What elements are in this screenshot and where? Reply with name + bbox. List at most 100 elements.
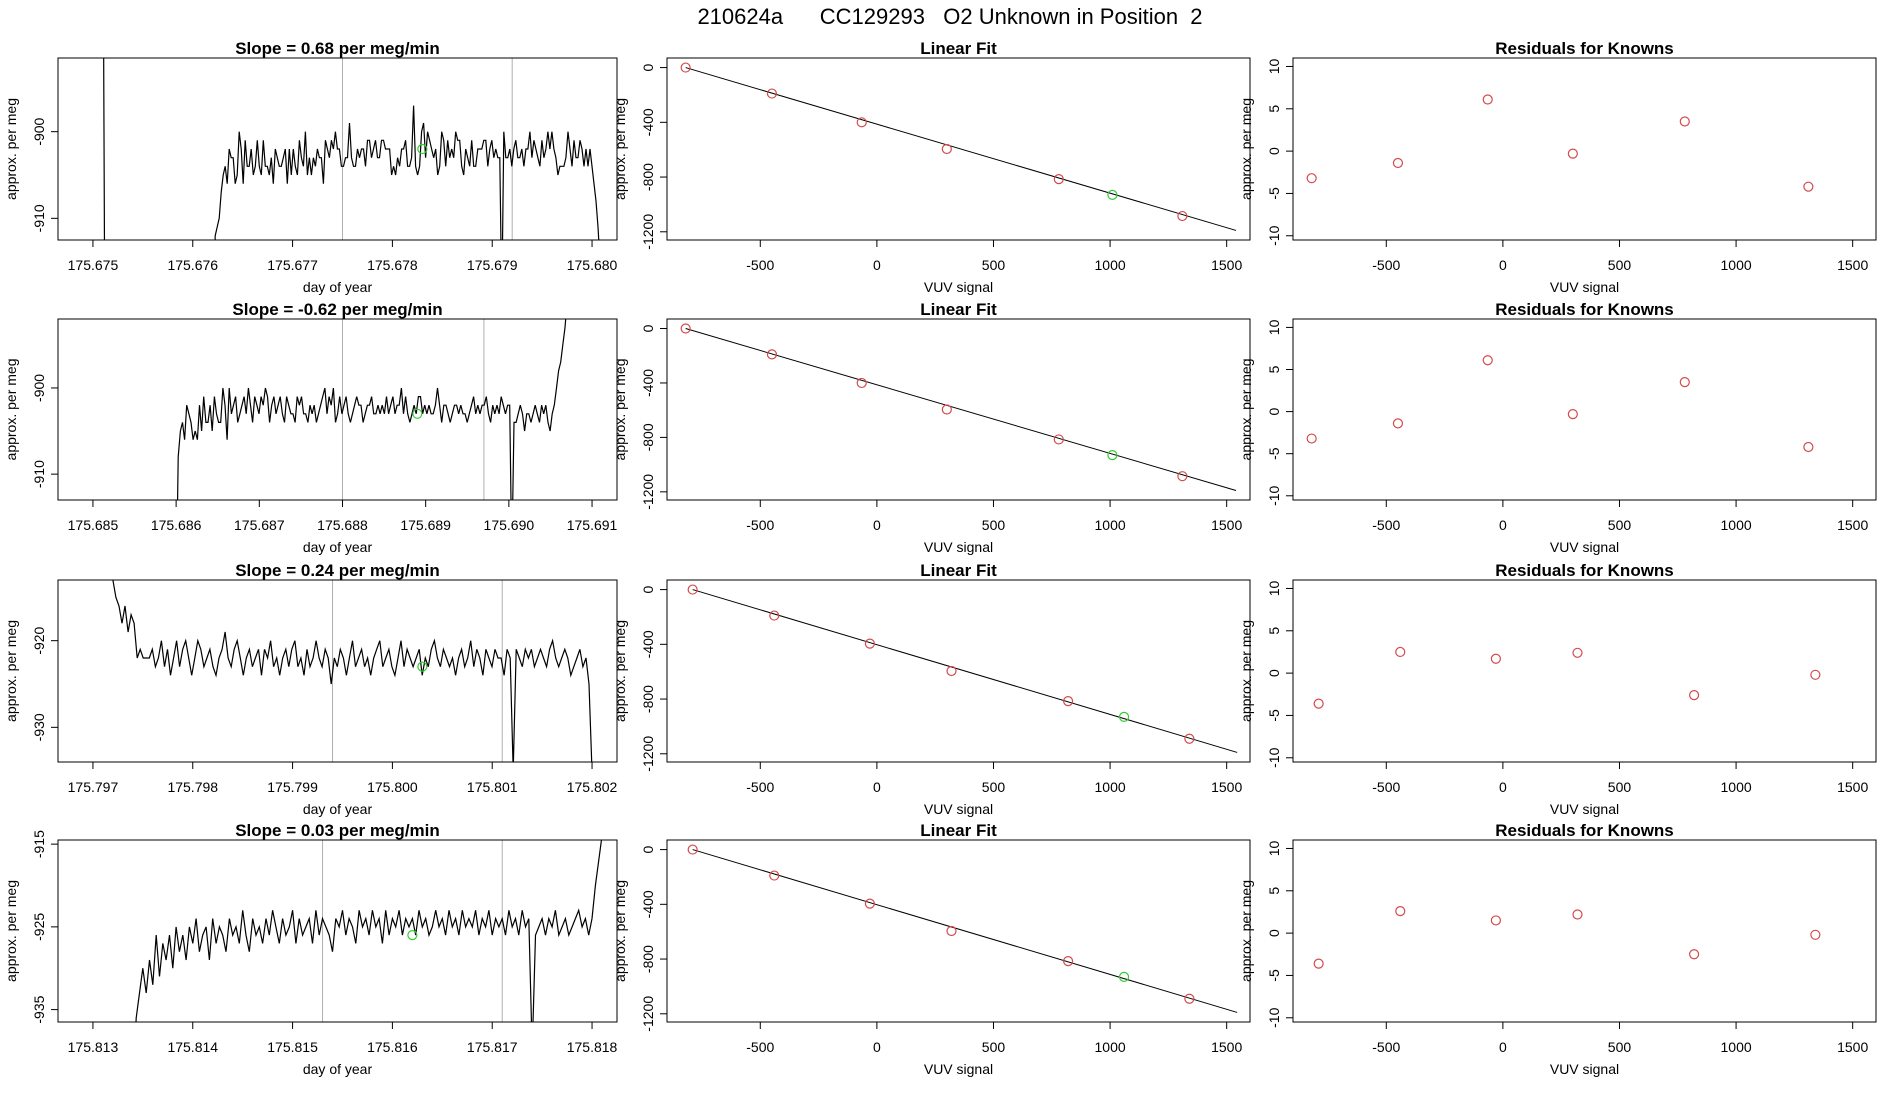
x-tick-label: 0: [873, 1039, 881, 1055]
x-tick-label: 1500: [1837, 1039, 1868, 1055]
x-axis-label: VUV signal: [924, 539, 993, 555]
x-tick-label: 175.818: [567, 1039, 618, 1055]
y-axis-label: approx. per meg: [1238, 880, 1254, 982]
chart-title: Linear Fit: [920, 561, 997, 580]
fit-line: [685, 328, 1237, 491]
x-axis-label: day of year: [303, 801, 373, 817]
panel-timeseries-2: Slope = -0.62 per meg/min day of year appr…: [3, 300, 618, 555]
chart-title: Residuals for Knowns: [1495, 561, 1674, 580]
panel-timeseries-4: Slope = 0.03 per meg/min day of year appro…: [3, 821, 618, 1077]
x-tick-label: 500: [982, 517, 1006, 533]
known-point: [1482, 94, 1493, 105]
y-axis-label: approx. per meg: [612, 620, 628, 722]
known-point: [864, 638, 875, 649]
x-tick-label: 1000: [1095, 257, 1126, 273]
known-point: [946, 665, 957, 677]
x-tick-label: 0: [1499, 517, 1507, 533]
x-tick-label: 1000: [1721, 779, 1752, 795]
x-tick-label: 1500: [1837, 517, 1868, 533]
x-tick-label: -500: [1372, 517, 1400, 533]
chart-title: Residuals for Knowns: [1495, 300, 1674, 319]
y-axis-label: approx. per meg: [3, 880, 19, 982]
x-tick-label: 175.686: [151, 517, 202, 533]
x-axis-label: VUV signal: [924, 1061, 993, 1077]
panel-timeseries-3: Slope = 0.24 per meg/min day of year appro…: [3, 561, 618, 817]
known-point: [769, 610, 780, 621]
known-point: [1803, 181, 1814, 192]
panel-residuals-3: Residuals for Knowns VUV signal approx. pe…: [1238, 561, 1877, 817]
x-tick-label: 500: [982, 779, 1006, 795]
x-tick-label: 175.815: [267, 1039, 318, 1055]
known-point: [687, 584, 698, 595]
known-point: [1689, 690, 1700, 701]
chart-title: Linear Fit: [920, 39, 997, 58]
x-tick-label: 1500: [1211, 1039, 1242, 1055]
chart-title: Linear Fit: [920, 821, 997, 840]
x-axis-label: VUV signal: [1550, 1061, 1619, 1077]
plot-area: [1313, 906, 1821, 969]
known-point: [1810, 929, 1821, 940]
plot-frame: [57, 318, 618, 501]
x-tick-label: 1000: [1721, 257, 1752, 273]
panel-linear-fit-3: Linear Fit VUV signal approx. per meg -500 0…: [612, 561, 1251, 817]
unknown-point: [407, 930, 418, 941]
panel-linear-fit-4: Linear Fit VUV signal approx. per meg -500 0…: [612, 821, 1251, 1077]
x-tick-label: -500: [1372, 257, 1400, 273]
known-point: [1063, 696, 1074, 707]
known-point: [1810, 669, 1821, 680]
x-tick-label: 175.813: [68, 1039, 119, 1055]
plot-frame: [1292, 839, 1877, 1023]
y-tick-label: -910: [31, 204, 47, 232]
y-tick-label: -10: [1266, 225, 1282, 245]
x-tick-label: 175.688: [317, 517, 368, 533]
plot-area: [1313, 646, 1821, 709]
plot-frame: [666, 318, 1251, 501]
x-tick-label: 500: [982, 1039, 1006, 1055]
x-tick-label: 500: [1608, 1039, 1632, 1055]
y-tick-label: -1200: [640, 996, 656, 1032]
known-point: [766, 88, 778, 99]
known-point: [1679, 116, 1690, 127]
plot-area: [687, 844, 1238, 1013]
known-point: [1392, 418, 1404, 429]
unknown-point: [1107, 449, 1118, 461]
fit-line: [692, 849, 1238, 1013]
y-tick-label: -935: [31, 995, 47, 1023]
plot-frame: [1292, 57, 1877, 241]
y-tick-label: 0: [640, 845, 656, 853]
y-tick-label: 0: [640, 324, 656, 332]
x-tick-label: 1000: [1095, 517, 1126, 533]
y-tick-label: -10: [1266, 747, 1282, 767]
x-tick-label: -500: [746, 1039, 774, 1055]
x-tick-label: 1500: [1211, 517, 1242, 533]
plot-area: [680, 323, 1237, 491]
known-point: [1306, 433, 1317, 444]
known-point: [1184, 993, 1195, 1004]
chart-title: Linear Fit: [920, 300, 997, 319]
x-tick-label: 500: [1608, 517, 1632, 533]
plot-area: [135, 840, 603, 1022]
x-axis-label: day of year: [303, 279, 373, 295]
y-tick-label: 5: [1266, 887, 1282, 895]
y-axis-label: approx. per meg: [3, 359, 19, 461]
known-point: [1395, 906, 1406, 917]
plot-frame: [1292, 579, 1877, 763]
known-point: [1572, 647, 1583, 658]
y-tick-label: -5: [1266, 709, 1282, 722]
x-tick-label: 175.687: [234, 517, 285, 533]
y-tick-label: -800: [640, 163, 656, 191]
plot-frame: [1292, 318, 1877, 501]
y-tick-label: -915: [31, 830, 47, 858]
unknown-point: [1118, 711, 1130, 722]
known-point: [1184, 733, 1195, 744]
plot-frame: [57, 839, 618, 1023]
plot-frame: [666, 57, 1251, 241]
series-line: [135, 840, 603, 1022]
plot-area: [112, 580, 593, 762]
known-point: [1306, 173, 1317, 184]
x-axis-label: VUV signal: [1550, 539, 1619, 555]
x-tick-label: 175.680: [567, 257, 618, 273]
known-point: [1063, 956, 1074, 967]
x-tick-label: 175.798: [167, 779, 218, 795]
y-tick-label: -910: [31, 460, 47, 488]
